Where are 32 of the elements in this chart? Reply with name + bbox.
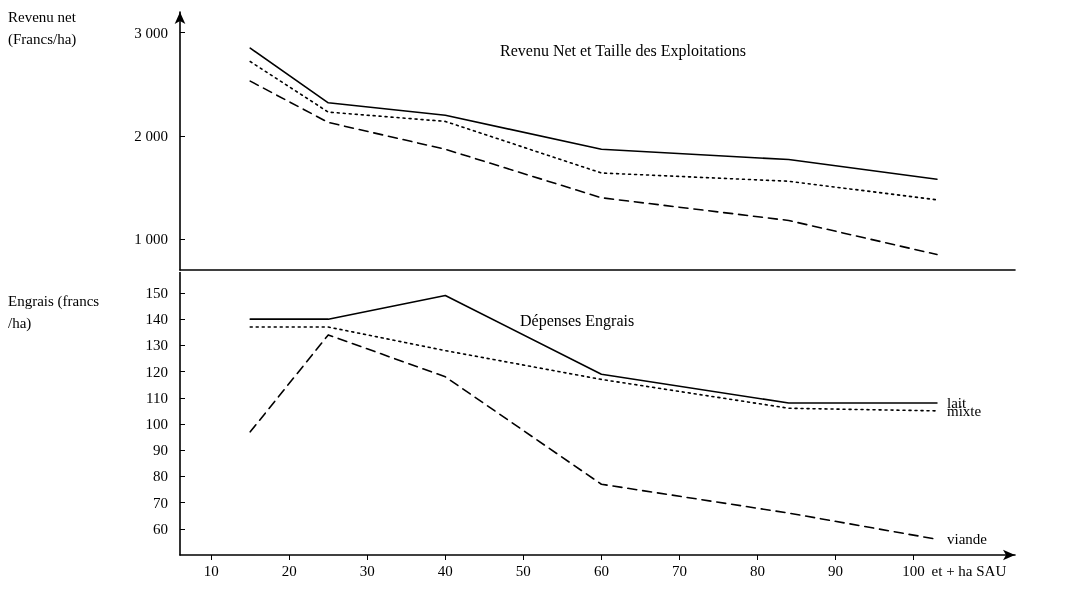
y-tick-label: 70 [153, 494, 168, 511]
y-tick-label: 150 [145, 284, 168, 301]
y-tick-label: 3 000 [134, 24, 168, 41]
x-tick-label: 70 [671, 562, 687, 579]
line-series [249, 80, 938, 256]
x-tick-label: 20 [281, 562, 297, 579]
text: Dépenses Engrais [520, 311, 635, 330]
x-tick-label: 40 [437, 562, 453, 579]
y-tick-label: 140 [145, 311, 168, 328]
y-axis-title: Engrais (francs/ha) [8, 293, 100, 332]
x-axis-title: et + ha SAU [931, 562, 1007, 579]
x-tick-label: 90 [828, 562, 844, 579]
y-tick-label: 1 000 [134, 231, 168, 248]
y-tick-label: 100 [145, 415, 168, 432]
x-tick-label: 30 [359, 562, 375, 579]
x-tick-label: 50 [515, 562, 531, 579]
x-tick-label: 80 [749, 562, 765, 579]
x-tick-label: 100 [902, 562, 925, 579]
y-tick-label: 80 [153, 468, 168, 485]
x-tick-label: 10 [203, 562, 219, 579]
y-axis-title: Revenu net (Francs/ha) [8, 9, 80, 48]
y-tick-label: 2 000 [134, 127, 168, 144]
y-tick-label: 60 [153, 520, 168, 537]
y-tick-label: 130 [145, 337, 168, 354]
x-tick-label: 60 [593, 562, 609, 579]
y-tick-label: 110 [146, 389, 168, 406]
y-tick-label: 120 [145, 363, 168, 380]
line-series [249, 294, 938, 404]
series-label: viande [946, 531, 988, 548]
y-tick-label: 90 [153, 442, 168, 459]
line-series [249, 60, 938, 201]
text: Revenu Net et Taille des Exploitations [500, 41, 747, 60]
